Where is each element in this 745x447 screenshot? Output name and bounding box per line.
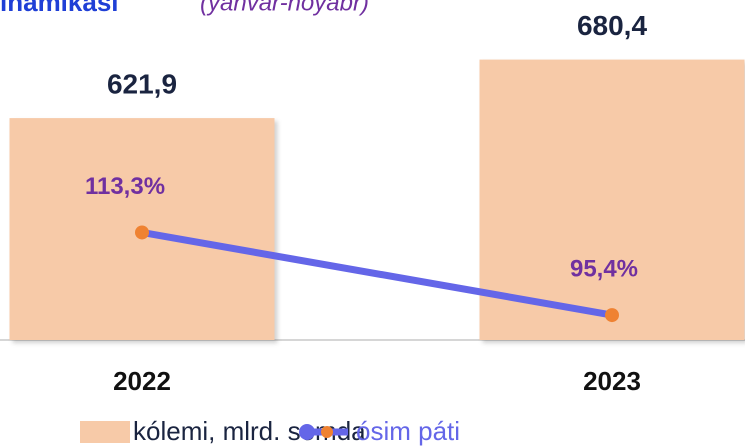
- bar-value-label: 680,4: [577, 10, 647, 41]
- growth-value-label: 113,3%: [85, 173, 165, 200]
- growth-value-label: 95,4%: [570, 255, 638, 282]
- x-tick-label: 2022: [113, 366, 171, 396]
- growth-marker: [605, 308, 619, 323]
- chart-subtitle: (yanvar-noyabr): [200, 0, 369, 16]
- bar-value-label: 621,9: [107, 68, 177, 99]
- chart-title: inamikasi: [0, 0, 119, 17]
- legend-dot: [299, 424, 315, 440]
- legend-swatch: [80, 421, 130, 443]
- x-tick-label: 2023: [583, 366, 641, 396]
- growth-marker: [135, 225, 149, 240]
- legend-label: ósim páti: [356, 416, 460, 446]
- growth-line: [141, 229, 613, 319]
- legend-marker: [321, 426, 333, 438]
- bar: [479, 59, 745, 340]
